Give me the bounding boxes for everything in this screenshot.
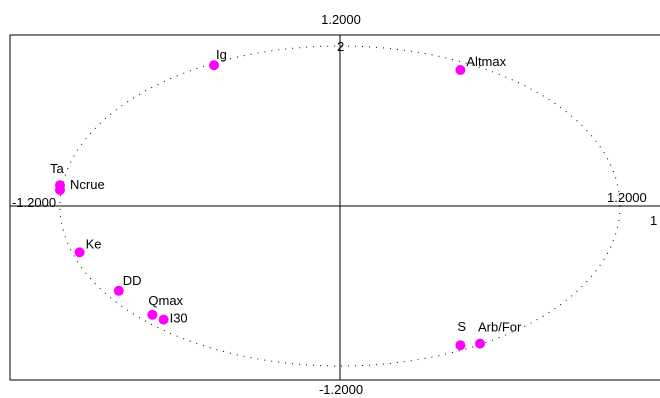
point-label-s: S	[457, 319, 466, 334]
point-arb-for	[475, 338, 485, 349]
point-label-arb-for: Arb/For	[478, 320, 522, 335]
points-layer: Ig Altmax Ta Ncrue Ke DD Qmax I30 S Arb/For	[50, 47, 522, 351]
right-axis-label: 1.2000	[607, 190, 647, 205]
point-label-ig: Ig	[216, 47, 227, 62]
point-label-ke: Ke	[86, 236, 102, 251]
point-label-ncrue: Ncrue	[70, 177, 105, 192]
point-label-i30: I30	[170, 311, 188, 326]
plot-frame	[9, 34, 660, 381]
point-dd	[113, 285, 124, 296]
top-axis-label: 1.2000	[321, 12, 361, 27]
point-ig	[209, 60, 219, 71]
point-qmax	[147, 309, 158, 320]
point-label-altmax: Altmax	[466, 54, 506, 69]
point-label-dd: DD	[123, 273, 142, 288]
point-altmax	[455, 65, 466, 75]
axis-number-y: 2	[337, 39, 344, 54]
point-label-qmax: Qmax	[148, 293, 183, 308]
left-axis-label: -1.2000	[12, 195, 56, 210]
point-s	[455, 340, 466, 351]
axis-number-x: 1	[650, 213, 657, 228]
correlation-circle	[59, 45, 621, 367]
bottom-axis-label: -1.2000	[319, 382, 363, 397]
point-label-ta: Ta	[50, 161, 65, 176]
point-i30	[158, 314, 169, 325]
point-ke	[74, 247, 85, 258]
point-ncrue	[55, 185, 65, 195]
